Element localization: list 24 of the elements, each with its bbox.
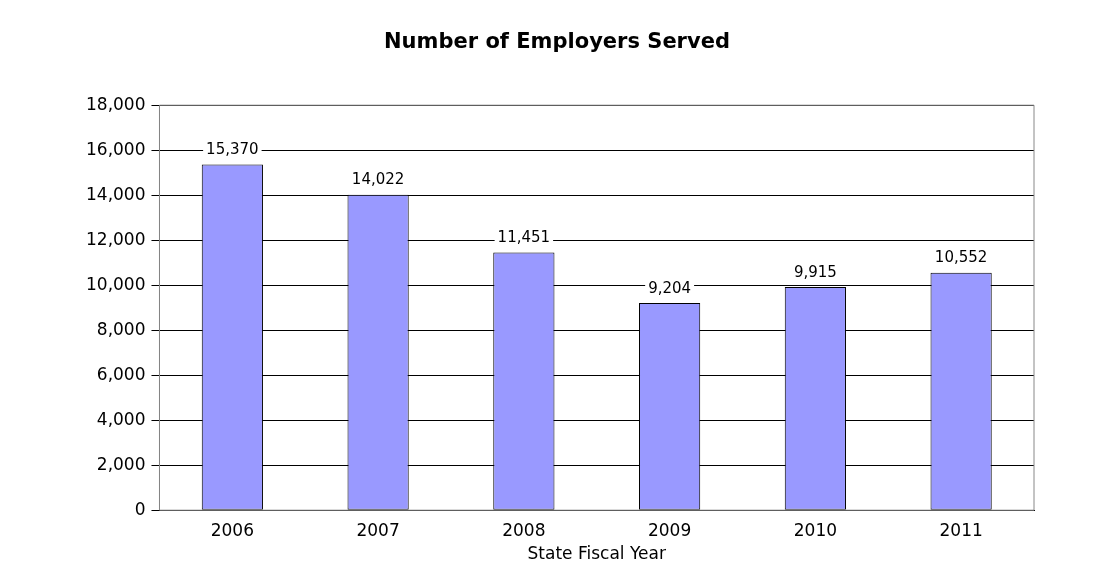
y-tick-label: 4,000 — [96, 408, 146, 429]
data-label: 11,451 — [497, 227, 551, 246]
chart-title: Number of Employers Served — [384, 29, 730, 54]
y-tick-label: 14,000 — [86, 183, 146, 204]
y-tick-label: 16,000 — [86, 138, 146, 159]
data-label: 14,022 — [351, 170, 405, 189]
data-label: 15,370 — [206, 139, 259, 158]
y-tick-label: 2,000 — [96, 453, 146, 474]
y-tick-label: 6,000 — [96, 363, 146, 384]
y-tick-label: 12,000 — [86, 228, 146, 249]
y-tick-label: 8,000 — [96, 318, 146, 339]
x-axis-title: State Fiscal Year — [527, 543, 666, 564]
y-tick-label: 10,000 — [86, 273, 146, 294]
x-tick-label: 2010 — [793, 519, 837, 540]
y-tick-label: 0 — [134, 498, 146, 519]
x-tick-label: 2006 — [210, 519, 254, 540]
data-label: 10,552 — [934, 248, 988, 267]
data-label: 9,915 — [793, 262, 837, 281]
x-tick-label: 2009 — [647, 519, 692, 540]
x-tick-label: 2007 — [356, 519, 400, 540]
x-tick-label: 2011 — [939, 519, 983, 540]
y-tick-label: 18,000 — [86, 93, 146, 114]
x-tick-label: 2008 — [502, 519, 546, 540]
data-label: 9,204 — [648, 278, 692, 297]
